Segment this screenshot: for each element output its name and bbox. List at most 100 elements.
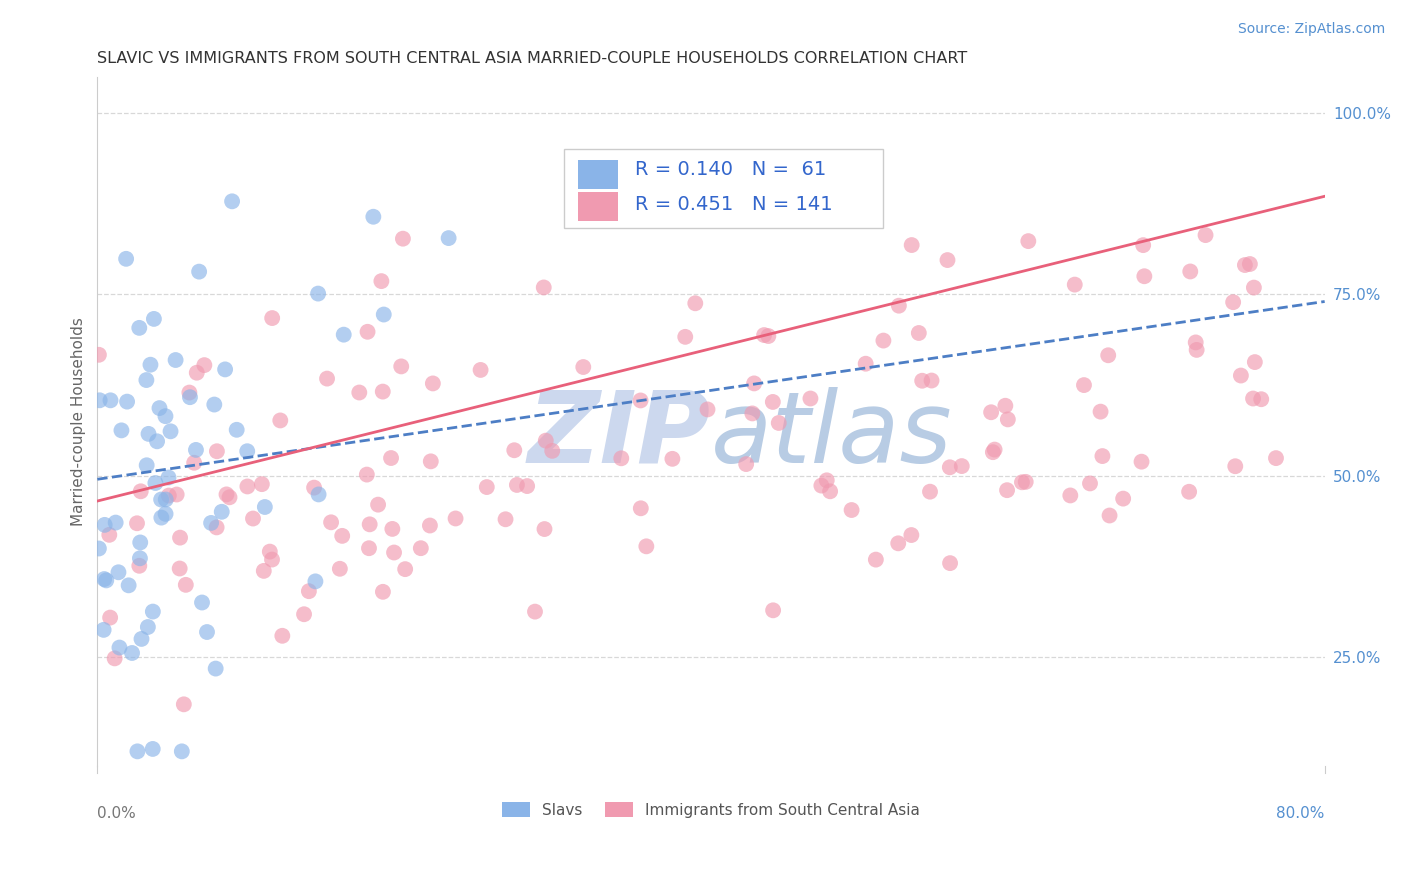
Point — [865, 552, 887, 566]
Point — [356, 467, 378, 482]
Point — [204, 662, 226, 676]
Point — [100, 393, 122, 408]
Point — [319, 516, 342, 530]
Text: atlas: atlas — [711, 386, 953, 483]
Point — [125, 516, 148, 531]
Text: Source: ZipAtlas.com: Source: ZipAtlas.com — [1237, 22, 1385, 37]
Text: ZIP: ZIP — [529, 386, 711, 483]
Point — [142, 742, 165, 756]
Point — [155, 507, 177, 521]
Point — [936, 253, 959, 268]
Point — [887, 299, 910, 313]
Point — [1090, 404, 1112, 418]
Point — [193, 358, 215, 372]
Point — [186, 366, 208, 380]
Point — [741, 406, 763, 420]
Point — [330, 529, 353, 543]
Point — [815, 473, 838, 487]
Point — [129, 484, 152, 499]
Point — [1233, 258, 1256, 272]
Y-axis label: Married-couple Households: Married-couple Households — [72, 317, 86, 525]
Point — [983, 442, 1005, 457]
Point — [673, 330, 696, 344]
Point — [96, 574, 118, 588]
Point — [349, 385, 371, 400]
Point — [145, 475, 167, 490]
Text: 0.0%: 0.0% — [97, 805, 136, 821]
Point — [1097, 348, 1119, 362]
Point — [128, 558, 150, 573]
Point — [371, 384, 394, 399]
Point — [304, 574, 326, 589]
Point — [108, 640, 131, 655]
Point — [104, 516, 127, 530]
Point — [142, 312, 165, 326]
Point — [359, 517, 381, 532]
Text: R = 0.140   N =  61: R = 0.140 N = 61 — [636, 161, 827, 179]
Point — [841, 503, 863, 517]
Point — [107, 566, 129, 580]
Point — [129, 535, 152, 549]
Point — [98, 528, 121, 542]
Point — [1225, 459, 1247, 474]
Point — [1230, 368, 1253, 383]
Point — [225, 423, 247, 437]
Point — [142, 605, 165, 619]
Point — [188, 265, 211, 279]
Point — [911, 374, 934, 388]
Point — [685, 296, 707, 310]
Point — [89, 393, 111, 408]
Point — [1091, 449, 1114, 463]
Point — [184, 442, 207, 457]
Point — [157, 470, 180, 484]
Point — [762, 603, 785, 617]
Point — [1194, 228, 1216, 243]
Point — [475, 480, 498, 494]
Point — [357, 541, 380, 556]
Point — [214, 362, 236, 376]
Point — [166, 487, 188, 501]
Point — [98, 610, 121, 624]
Point — [1112, 491, 1135, 506]
Point — [392, 232, 415, 246]
Point — [422, 376, 444, 391]
Point — [742, 376, 765, 391]
Point — [316, 371, 339, 385]
Point — [183, 456, 205, 470]
Point — [768, 416, 790, 430]
Point — [735, 457, 758, 471]
Point — [980, 405, 1002, 419]
Point — [1078, 476, 1101, 491]
Point — [419, 454, 441, 468]
Point — [221, 194, 243, 209]
Point — [139, 358, 162, 372]
Point — [1184, 335, 1206, 350]
Point — [173, 698, 195, 712]
Point — [129, 551, 152, 566]
Point — [756, 329, 779, 343]
Point — [271, 629, 294, 643]
Point — [503, 443, 526, 458]
Point — [918, 484, 941, 499]
Point — [1017, 234, 1039, 248]
Point — [1239, 257, 1261, 271]
Point — [356, 325, 378, 339]
Point — [155, 409, 177, 424]
Point — [371, 584, 394, 599]
Bar — [578, 160, 617, 189]
Point — [394, 562, 416, 576]
Point — [752, 328, 775, 343]
Point — [696, 402, 718, 417]
Point — [950, 459, 973, 474]
Point — [630, 501, 652, 516]
Point — [541, 443, 564, 458]
Point — [533, 280, 555, 294]
Point — [329, 562, 352, 576]
Point — [1241, 392, 1264, 406]
Point — [115, 394, 138, 409]
Point — [380, 450, 402, 465]
Point — [1265, 451, 1288, 466]
Point — [636, 539, 658, 553]
Point — [367, 498, 389, 512]
Point — [115, 252, 138, 266]
